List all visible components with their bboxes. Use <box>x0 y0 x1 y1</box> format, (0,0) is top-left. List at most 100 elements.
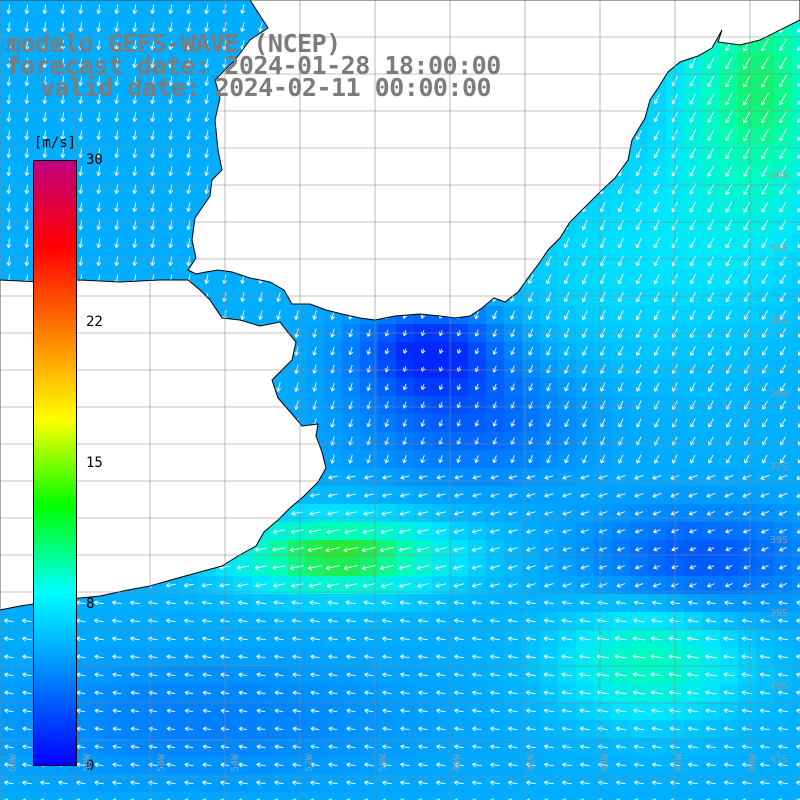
wind-arrow <box>186 184 192 194</box>
wind-speed-cell <box>72 792 91 800</box>
wind-speed-cell <box>792 216 800 235</box>
wind-arrow <box>186 58 192 68</box>
wind-arrow <box>96 148 102 158</box>
wind-arrow <box>96 76 102 86</box>
wind-arrow <box>96 22 102 32</box>
wind-arrow <box>60 112 66 122</box>
wind-arrow <box>6 256 12 266</box>
wind-arrow <box>581 310 588 321</box>
wind-arrow <box>168 130 174 140</box>
wind-arrow <box>42 112 48 122</box>
wind-speed-cell <box>792 396 800 415</box>
wind-arrow <box>6 94 12 104</box>
wind-speed-cell <box>630 792 649 800</box>
colorbar-tick-label: 22 <box>86 313 103 330</box>
wind-speed-cell <box>792 198 800 217</box>
wind-arrow <box>617 219 624 231</box>
wind-speed-cell <box>18 792 37 800</box>
wind-arrow <box>635 148 642 159</box>
wind-speed-cell <box>792 306 800 325</box>
longitude-label: 46W <box>526 753 537 772</box>
wind-arrow <box>150 94 156 104</box>
wind-speed-cell <box>342 792 361 800</box>
wind-arrow <box>635 219 642 231</box>
colorbar-tick-label: 30 <box>86 152 103 168</box>
wind-arrow <box>6 238 12 248</box>
wind-arrow <box>743 292 751 303</box>
wind-arrow <box>653 255 660 267</box>
wind-arrow <box>24 202 30 212</box>
wind-speed-cell <box>360 792 379 800</box>
wind-speed-cell <box>126 792 145 800</box>
wind-speed-cell <box>540 792 559 800</box>
latitude-label: 30S <box>770 170 789 181</box>
wind-arrow <box>707 183 715 195</box>
wind-arrow <box>761 128 769 142</box>
wind-arrow <box>186 166 192 176</box>
wind-arrow <box>743 255 751 267</box>
wind-arrow <box>743 274 751 285</box>
wind-arrow <box>60 4 66 14</box>
wind-arrow <box>204 4 210 14</box>
wind-speed-cell <box>54 792 73 800</box>
wind-arrow <box>743 183 751 195</box>
wind-arrow <box>761 310 768 320</box>
wind-arrow <box>168 166 174 176</box>
wind-arrow <box>581 291 588 303</box>
wind-speed-cell <box>792 432 800 451</box>
wind-arrow <box>78 4 84 14</box>
wind-arrow <box>599 310 606 321</box>
wind-arrow <box>42 40 48 50</box>
wind-arrow <box>761 38 769 52</box>
wind-arrow <box>186 202 192 212</box>
wind-speed-cell <box>594 792 613 800</box>
wind-arrow <box>24 58 30 68</box>
wind-speed-cell <box>792 90 800 109</box>
wind-arrow <box>689 111 697 123</box>
wind-arrow <box>132 58 138 68</box>
wind-arrow <box>60 58 66 68</box>
wind-speed-cell <box>288 792 307 800</box>
wind-arrow <box>6 40 12 50</box>
wind-arrow <box>150 148 156 158</box>
wind-arrow <box>617 273 624 285</box>
wind-arrow <box>779 56 787 70</box>
wind-speed-cell <box>792 468 800 487</box>
wind-arrow <box>96 238 102 248</box>
wind-arrow <box>204 40 210 50</box>
wind-arrow <box>617 183 624 195</box>
wind-speed-cell <box>738 792 757 800</box>
wind-arrow <box>653 147 660 159</box>
wind-arrow <box>186 238 192 248</box>
wind-arrow <box>761 237 769 249</box>
wind-arrow <box>707 147 715 159</box>
wind-arrow <box>689 219 697 231</box>
wind-speed-cell <box>486 792 505 800</box>
wind-arrow <box>78 256 84 266</box>
wind-arrow <box>186 256 192 266</box>
wind-arrow <box>24 76 30 86</box>
wind-arrow <box>168 112 174 122</box>
wind-speed-cell <box>792 252 800 271</box>
wind-arrow <box>204 94 210 104</box>
wind-arrow <box>24 130 30 140</box>
wind-speed-cell <box>792 684 800 703</box>
wind-arrow <box>168 22 174 32</box>
wind-arrow <box>725 56 733 70</box>
wind-speed-cell <box>684 792 703 800</box>
wind-arrow <box>24 256 30 266</box>
wind-arrow <box>761 201 769 213</box>
wind-arrow <box>60 148 66 158</box>
wind-arrow <box>725 219 733 231</box>
wind-arrow <box>132 238 138 248</box>
wind-arrow <box>707 165 715 177</box>
wind-arrow <box>635 130 642 141</box>
wind-speed-cell <box>792 738 800 757</box>
wind-arrow <box>653 201 660 213</box>
wind-arrow <box>96 130 102 140</box>
wind-arrow <box>114 130 120 140</box>
wind-arrow <box>276 292 281 302</box>
wind-arrow <box>42 76 48 86</box>
wind-speed-cell <box>792 180 800 199</box>
wind-arrow <box>168 256 174 266</box>
